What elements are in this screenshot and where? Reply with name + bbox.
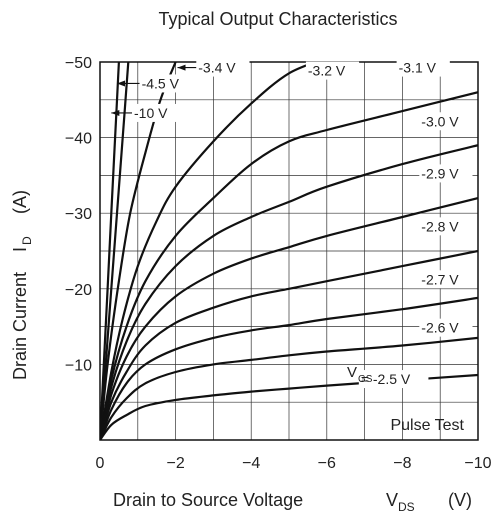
curve-label-bg	[358, 370, 429, 389]
curves	[100, 62, 478, 440]
curve-label: -2.9 V	[421, 165, 459, 181]
x-axis-subscript: DS	[398, 500, 415, 514]
curve-label: -3.4 V	[198, 60, 236, 76]
curve-label-bg	[196, 58, 250, 77]
curve-label-bg	[305, 61, 360, 80]
curve-label: -2.7 V	[421, 271, 459, 287]
x-tick-label: −8	[393, 455, 411, 472]
curve-vgs	[100, 197, 478, 440]
curve-vgs	[100, 62, 177, 440]
x-tick-label: −6	[318, 455, 336, 472]
y-tick-label: −20	[65, 282, 92, 299]
x-axis-unit: (V)	[448, 490, 472, 510]
curve-label-bg	[419, 112, 473, 131]
y-tick-label: −50	[65, 55, 92, 72]
leader-arrowhead	[117, 80, 126, 87]
leader-arrowhead	[111, 109, 120, 116]
curve-label-bg	[419, 164, 473, 183]
curve-label-bg	[132, 103, 178, 122]
curve-vgs	[100, 144, 478, 440]
y-axis-subscript: D	[20, 236, 34, 245]
curve-label: -3.1 V	[399, 60, 437, 76]
x-tick-label: −2	[166, 455, 184, 472]
curve-label-bg	[419, 270, 473, 289]
curve-label-bg	[139, 74, 193, 93]
pulse-test-annotation: Pulse Test	[390, 417, 464, 434]
curve-vgs	[100, 91, 478, 440]
curve-labels: -3.4 V -4.5 V -10 V -3.2 V -3.1 V -3.0 V -2.9 …	[132, 58, 473, 389]
x-tick-label: −4	[242, 455, 260, 472]
curve-label: -2.8 V	[421, 218, 459, 234]
curve-vgs	[100, 62, 120, 440]
curve-vgs	[100, 373, 478, 440]
curve-label: -3.2 V	[308, 63, 346, 79]
curve-vgs	[100, 249, 478, 440]
chart-title: Typical Output Characteristics	[158, 9, 397, 29]
curve-label: = -2.5 V	[361, 371, 411, 387]
y-axis-symbol: I	[10, 247, 30, 252]
curve-label: -3.0 V	[421, 113, 459, 129]
x-tick-label: 0	[96, 455, 105, 472]
leader-arrowhead	[177, 64, 186, 71]
y-tick-label: −30	[65, 206, 92, 223]
x-axis-symbol: V	[386, 490, 398, 510]
x-axis-label-text: Drain to Source Voltage	[113, 490, 303, 510]
curve-vgs	[100, 336, 478, 440]
curve-label-bg	[419, 217, 473, 236]
vgs-symbol: V	[347, 364, 357, 381]
curve-label: -10 V	[134, 105, 168, 121]
curve-label-bg	[419, 318, 473, 337]
vgs-prefix: V GS	[347, 364, 373, 385]
plot-frame	[99, 61, 479, 441]
x-axis-label: Drain to Source Voltage V DS (V)	[113, 490, 472, 514]
y-tick-label: −10	[65, 357, 92, 374]
x-tick-label: −10	[464, 455, 491, 472]
curve-vgs	[100, 62, 130, 440]
curve-label: -4.5 V	[142, 75, 180, 91]
curve-vgs	[100, 296, 478, 440]
label-arrows	[111, 64, 197, 116]
curve-vgs	[100, 62, 320, 440]
y-axis-label: Drain Current I D (A)	[10, 190, 34, 380]
axis-ticks: 0 −2 −4 −6 −8 −10 −10 −20 −30 −40 −50	[65, 55, 492, 472]
y-tick-label: −40	[65, 131, 92, 148]
y-axis-label-text: Drain Current	[10, 272, 30, 380]
curve-label-bg	[396, 58, 450, 77]
curve-label: -2.6 V	[421, 320, 459, 336]
y-axis-unit: (A)	[10, 190, 30, 214]
vgs-subscript: GS	[358, 374, 373, 385]
